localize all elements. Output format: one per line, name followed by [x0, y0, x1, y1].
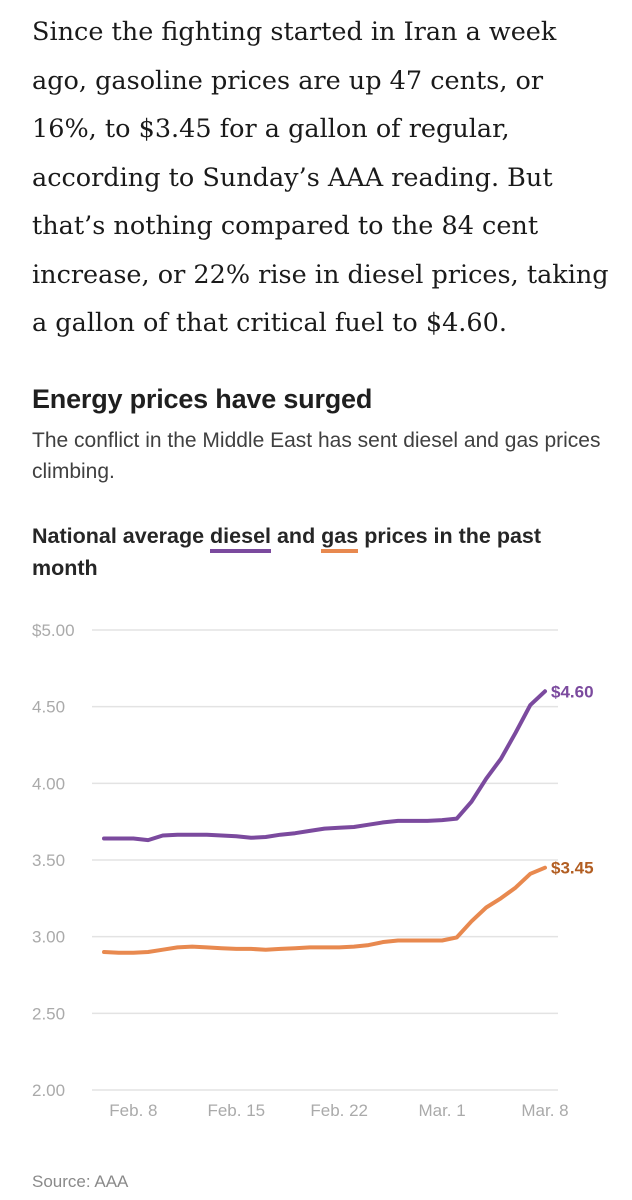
legend-gas: gas — [321, 524, 359, 553]
y-tick-label: $5.00 — [32, 621, 75, 640]
chart-subtitle: The conflict in the Middle East has sent… — [32, 429, 601, 483]
y-tick-label: 4.50 — [32, 698, 65, 717]
y-axis-ticks: $5.00 4.50 4.00 3.50 3.00 2.50 2.00 — [32, 621, 75, 1100]
chart-heading-text-1: National average — [32, 524, 211, 548]
x-tick-label: Mar. 1 — [418, 1101, 465, 1120]
end-labels: $4.60 $3.45 — [551, 682, 594, 877]
x-tick-label: Feb. 22 — [310, 1101, 368, 1120]
diesel-end-label: $4.60 — [551, 682, 594, 701]
y-tick-label: 2.00 — [32, 1081, 65, 1100]
gas-line — [102, 865, 547, 955]
chart-heading-text-2: and — [271, 524, 322, 548]
x-axis-ticks: Feb. 8 Feb. 15 Feb. 22 Mar. 1 Mar. 8 — [109, 1101, 568, 1120]
chart-title: Energy prices have surged — [32, 384, 373, 414]
chart-heading: National average diesel and gas prices i… — [32, 521, 612, 584]
line-chart: $5.004.504.003.503.002.502.00 Feb. 8 Feb.… — [32, 621, 594, 1120]
x-tick-label: Mar. 8 — [521, 1101, 568, 1120]
chart-heading-text-3: prices in the past month — [32, 524, 542, 580]
y-tick-label: 2.50 — [32, 1004, 65, 1023]
x-tick-label: Feb. 8 — [109, 1101, 157, 1120]
gridlines — [92, 629, 558, 1091]
legend-diesel: diesel — [210, 524, 271, 553]
y-tick-label: 3.50 — [32, 851, 65, 870]
diesel-line — [102, 689, 547, 843]
x-tick-label: Feb. 15 — [207, 1101, 265, 1120]
gas-end-label: $3.45 — [551, 859, 594, 878]
y-tick-label: 3.00 — [32, 928, 65, 947]
series-lines — [102, 689, 547, 955]
article-paragraph: Since the fighting started in Iran a wee… — [32, 17, 609, 338]
source-note: Source: AAA — [32, 1172, 129, 1191]
y-tick-label: 4.00 — [32, 774, 65, 793]
